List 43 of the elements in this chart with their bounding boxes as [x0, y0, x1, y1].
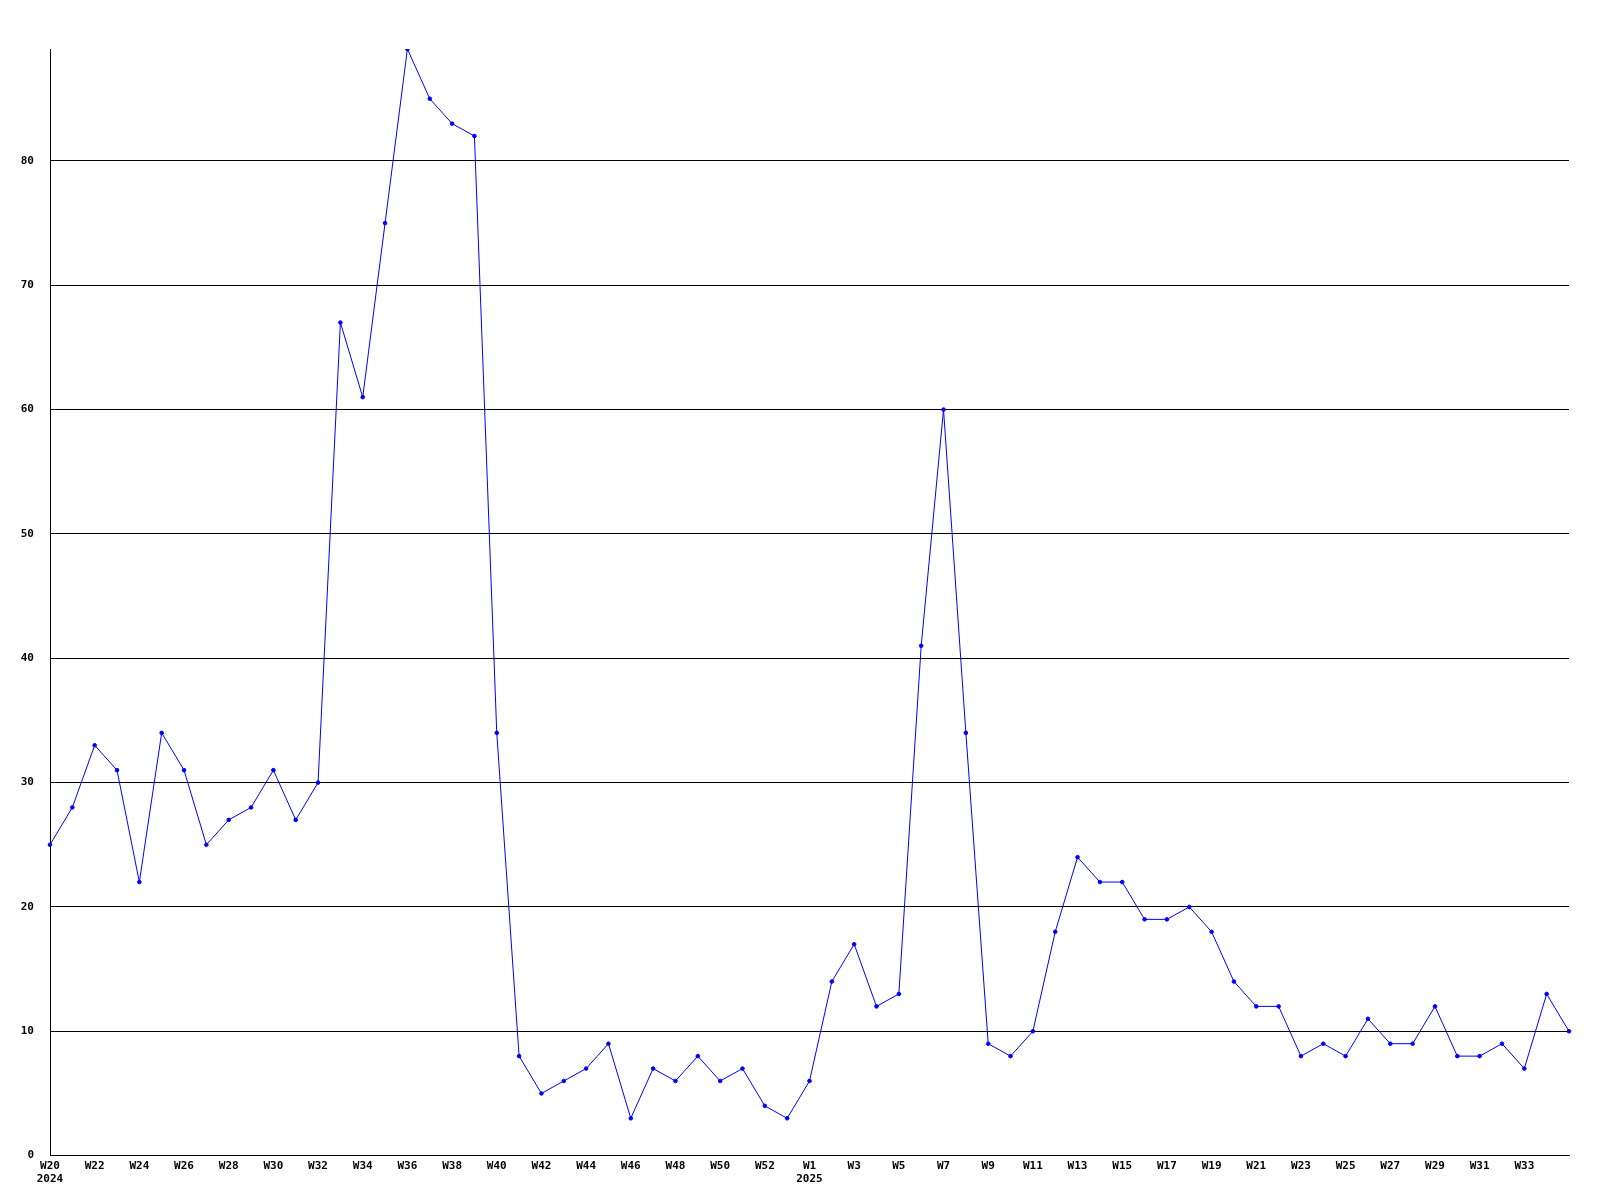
- x-tick-label: W28: [218, 1159, 239, 1173]
- x-tick-label: W52: [754, 1159, 775, 1173]
- y-tick-label: 0: [27, 1148, 34, 1162]
- x-tick-label: W25: [1335, 1159, 1356, 1173]
- x-tick-label: W48: [665, 1159, 686, 1173]
- x-tick-label: W21: [1246, 1159, 1267, 1173]
- x-tick-label: W7: [936, 1159, 951, 1173]
- x-tick-label: W13: [1067, 1159, 1088, 1173]
- x-tick-label: W34: [352, 1159, 374, 1173]
- x-tick-label: W50: [710, 1159, 731, 1173]
- x-tick-label: W38: [442, 1159, 463, 1173]
- x-tick-label: W33: [1514, 1159, 1535, 1173]
- x-tick-label: W30: [263, 1159, 284, 1173]
- x-tick-label: W15: [1112, 1159, 1133, 1173]
- y-tick-label: 30: [20, 775, 34, 789]
- x-tick-label: W26: [174, 1159, 195, 1173]
- x-tick-label: W19: [1201, 1159, 1222, 1173]
- x-tick-label: W11: [1022, 1159, 1044, 1173]
- y-tick-label: 40: [20, 651, 34, 665]
- x-tick-label: W31: [1469, 1159, 1490, 1173]
- x-tick-label: W17: [1156, 1159, 1177, 1173]
- y-tick-label: 70: [20, 278, 34, 292]
- x-tick-label: W42: [531, 1159, 552, 1173]
- x-tick-label: W27: [1380, 1159, 1401, 1173]
- y-tick-label: 50: [20, 526, 34, 540]
- x-tick-label: W24: [129, 1159, 150, 1173]
- x-tick-label: W46: [620, 1159, 642, 1173]
- x-tick-label: W36: [397, 1159, 418, 1173]
- x-tick-label: W5: [892, 1159, 906, 1173]
- x-tick-label: W9: [981, 1159, 995, 1173]
- x-tick-label: W29: [1425, 1159, 1445, 1173]
- y-tick-label: 60: [20, 402, 34, 416]
- x-tick-label: W44: [576, 1159, 597, 1173]
- x-tick-label: W1 2025: [796, 1159, 823, 1186]
- x-tick-label: W3: [847, 1159, 861, 1173]
- x-tick-label: W23: [1291, 1159, 1311, 1173]
- x-tick-label: W40: [486, 1159, 507, 1173]
- x-tick-label: W32: [308, 1159, 328, 1173]
- x-tick-label: W20 2024: [36, 1159, 64, 1186]
- y-tick-label: 20: [20, 899, 34, 913]
- x-tick-label: W22: [84, 1159, 105, 1173]
- y-tick-label: 80: [20, 153, 34, 167]
- y-tick-label: 10: [20, 1024, 34, 1038]
